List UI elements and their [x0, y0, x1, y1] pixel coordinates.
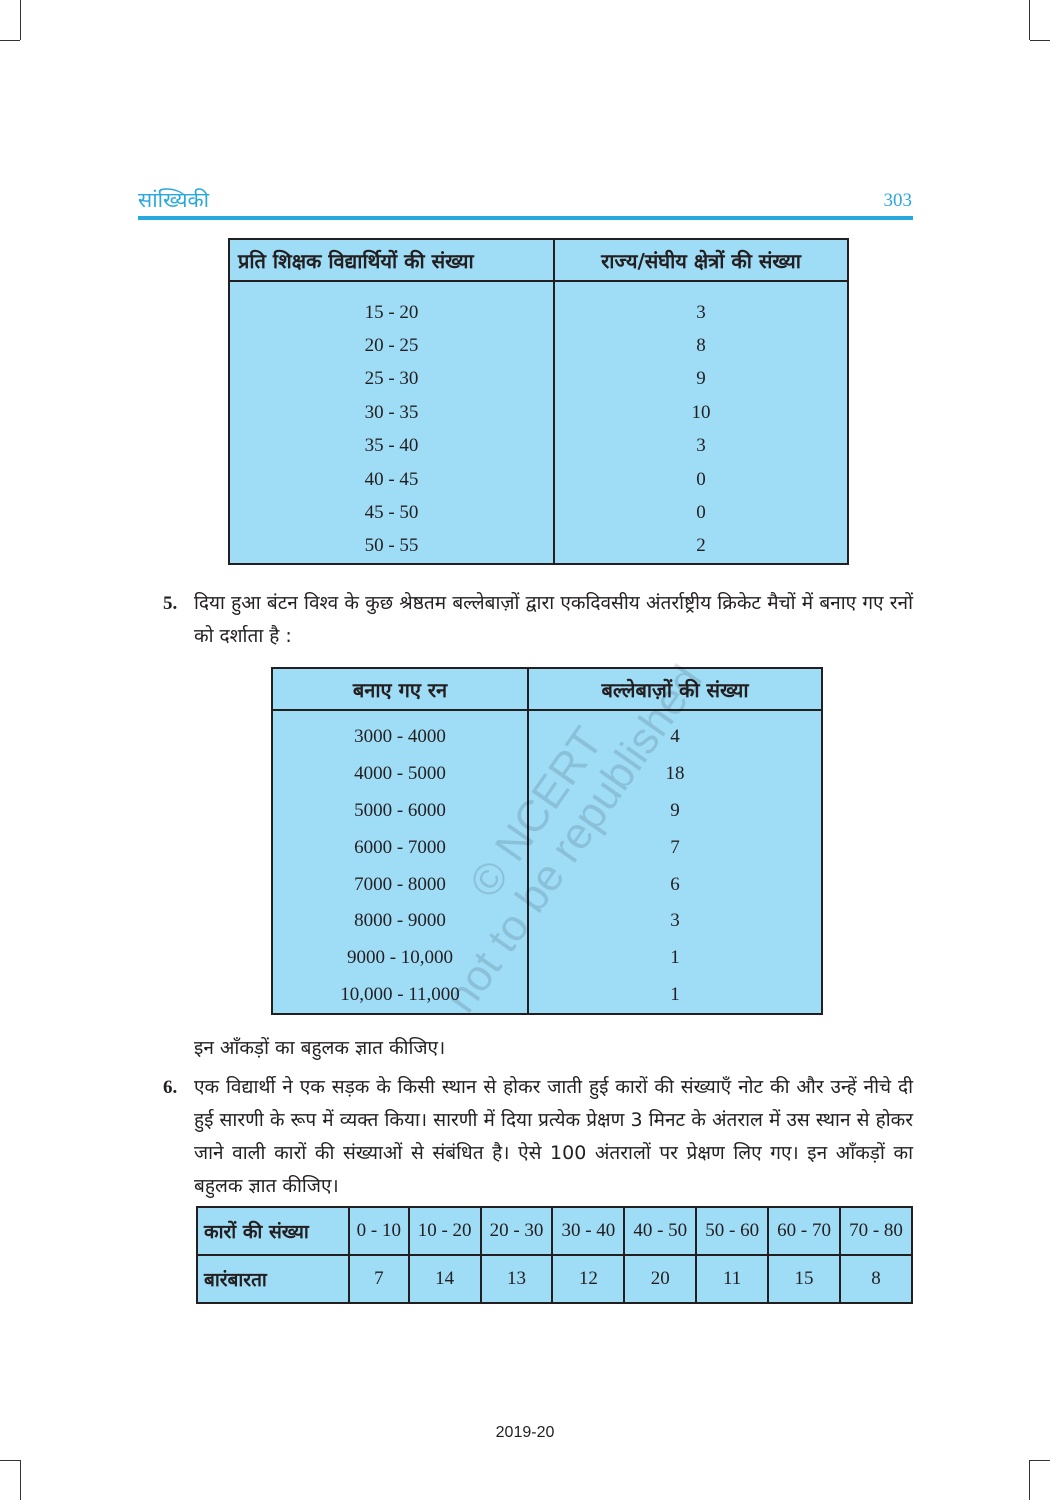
- crop-mark: [0, 40, 20, 41]
- class-interval-cell: 15 - 20: [228, 281, 555, 330]
- crop-mark: [1029, 1460, 1030, 1500]
- count-cell: 18: [527, 755, 823, 793]
- table-row: 30 - 35 10: [228, 396, 849, 430]
- count-cell: 0: [553, 462, 849, 497]
- table-row: 9000 - 10,000 1: [271, 939, 823, 977]
- class-interval-cell: 60 - 70: [767, 1206, 841, 1256]
- class-interval-cell: 9000 - 10,000: [271, 939, 529, 977]
- crop-mark: [1030, 40, 1050, 41]
- count-cell: 7: [527, 829, 823, 867]
- class-interval-cell: 20 - 30: [479, 1206, 554, 1256]
- table-row: 6000 - 7000 7: [271, 829, 823, 867]
- count-cell: 3: [553, 429, 849, 463]
- count-cell: 1: [527, 939, 823, 977]
- column-header: राज्य/संघीय क्षेत्रों की संख्या: [553, 238, 849, 282]
- count-cell: 0: [553, 496, 849, 530]
- frequency-cell: 8: [839, 1254, 913, 1304]
- frequency-cell: 15: [767, 1254, 841, 1304]
- row-label: कारों की संख्या: [196, 1206, 350, 1256]
- count-cell: 10: [553, 396, 849, 430]
- header-rule: [138, 216, 913, 220]
- crop-mark: [20, 0, 21, 40]
- crop-mark: [0, 1460, 20, 1461]
- class-interval-cell: 35 - 40: [228, 429, 555, 463]
- frequency-cell: 13: [479, 1254, 554, 1304]
- class-interval-cell: 10 - 20: [407, 1206, 482, 1256]
- class-interval-cell: 25 - 30: [228, 362, 555, 397]
- frequency-cell: 7: [348, 1254, 410, 1304]
- class-interval-cell: 3000 - 4000: [271, 710, 529, 756]
- count-cell: 6: [527, 866, 823, 903]
- table-row: 10,000 - 11,000 1: [271, 976, 823, 1016]
- count-cell: 4: [527, 710, 823, 756]
- class-interval-cell: 30 - 35: [228, 396, 555, 430]
- table-row: 45 - 50 0: [228, 496, 849, 530]
- class-interval-cell: 10,000 - 11,000: [271, 976, 529, 1016]
- class-interval-cell: 40 - 45: [228, 462, 555, 497]
- class-interval-cell: 50 - 55: [228, 529, 555, 566]
- row-label: बारंबारता: [196, 1254, 350, 1304]
- table-row: 8000 - 9000 3: [271, 902, 823, 940]
- column-header: प्रति शिक्षक विद्यार्थियों की संख्या: [228, 238, 555, 282]
- class-interval-cell: 30 - 40: [551, 1206, 626, 1256]
- question-number: 5.: [163, 593, 178, 614]
- count-cell: 3: [553, 281, 849, 330]
- cars-frequency-table: कारों की संख्या 0 - 10 10 - 20 20 - 30 30 - …: [196, 1206, 913, 1304]
- table-row: 4000 - 5000 18: [271, 755, 823, 793]
- class-interval-cell: 45 - 50: [228, 496, 555, 530]
- table-row: 25 - 30 9: [228, 362, 849, 397]
- class-interval-cell: 20 - 25: [228, 329, 555, 363]
- class-interval-cell: 4000 - 5000: [271, 755, 529, 793]
- crop-mark: [1029, 0, 1030, 40]
- chapter-title: सांख्यिकी: [138, 188, 210, 212]
- table-row: 35 - 40 3: [228, 429, 849, 463]
- class-interval-cell: 40 - 50: [623, 1206, 698, 1256]
- table-row: 5000 - 6000 9: [271, 792, 823, 830]
- class-interval-cell: 0 - 10: [348, 1206, 410, 1256]
- question-5: 5. दिया हुआ बंटन विश्व के कुछ श्रेष्ठतम …: [163, 587, 913, 653]
- table-row: 40 - 45 0: [228, 462, 849, 497]
- class-interval-cell: 8000 - 9000: [271, 902, 529, 940]
- table-row: 3000 - 4000 4: [271, 710, 823, 756]
- question-text: एक विद्यार्थी ने एक सड़क के किसी स्थान स…: [194, 1076, 913, 1197]
- question-number: 6.: [163, 1077, 178, 1098]
- frequency-cell: 20: [623, 1254, 698, 1304]
- footer-year: 2019-20: [495, 1424, 555, 1441]
- class-interval-cell: 70 - 80: [839, 1206, 913, 1256]
- table-row: 7000 - 8000 6: [271, 866, 823, 903]
- table-row: 50 - 55 2: [228, 529, 849, 566]
- column-header: बनाए गए रन: [271, 667, 529, 711]
- frequency-cell: 14: [407, 1254, 482, 1304]
- class-interval-cell: 5000 - 6000: [271, 792, 529, 830]
- class-interval-cell: 6000 - 7000: [271, 829, 529, 867]
- runs-scored-table: बनाए गए रन बल्लेबाज़ों की संख्या 3000 - …: [271, 667, 823, 1016]
- question-5-followup: इन आँकड़ों का बहुलक ज्ञात कीजिए।: [194, 1037, 446, 1059]
- count-cell: 3: [527, 902, 823, 940]
- class-interval-cell: 7000 - 8000: [271, 866, 529, 903]
- frequency-cell: 11: [695, 1254, 770, 1304]
- count-cell: 9: [527, 792, 823, 830]
- count-cell: 1: [527, 976, 823, 1016]
- class-interval-cell: 50 - 60: [695, 1206, 770, 1256]
- column-header: बल्लेबाज़ों की संख्या: [527, 667, 823, 711]
- table-row: 15 - 20 3: [228, 281, 849, 330]
- count-cell: 8: [553, 329, 849, 363]
- count-cell: 2: [553, 529, 849, 566]
- table-row: 20 - 25 8: [228, 329, 849, 363]
- frequency-cell: 12: [551, 1254, 626, 1304]
- crop-mark: [20, 1460, 21, 1500]
- question-text: दिया हुआ बंटन विश्व के कुछ श्रेष्ठतम बल्…: [194, 592, 913, 647]
- page-number: 303: [883, 190, 913, 211]
- question-6: 6. एक विद्यार्थी ने एक सड़क के किसी स्था…: [163, 1071, 913, 1203]
- count-cell: 9: [553, 362, 849, 397]
- crop-mark: [1030, 1460, 1050, 1461]
- students-per-teacher-table: प्रति शिक्षक विद्यार्थियों की संख्या राज…: [228, 238, 849, 566]
